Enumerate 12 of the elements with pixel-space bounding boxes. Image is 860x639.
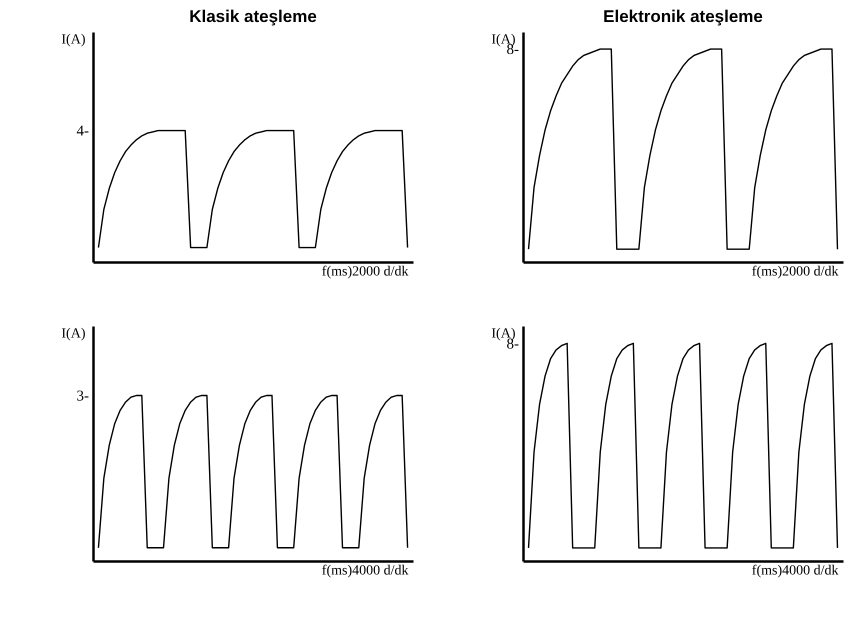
- y-axis-title: I(A): [61, 326, 86, 342]
- y-axis-title: I(A): [61, 32, 86, 48]
- x-axis-title: f(ms)2000 d/dk: [322, 264, 408, 280]
- chart-title: Elektronik ateşleme: [603, 7, 763, 26]
- text: 4-: [76, 124, 89, 140]
- y-axis-title: I(A): [491, 32, 516, 48]
- x-axis-title: f(ms)4000 d/dk: [752, 564, 838, 578]
- y-axis-title: I(A): [491, 326, 516, 342]
- x-axis-title: f(ms)4000 d/dk: [322, 564, 408, 578]
- text: 3-: [76, 388, 89, 405]
- chart-title: Klasik ateşleme: [189, 7, 317, 26]
- x-axis-title: f(ms)2000 d/dk: [752, 264, 838, 280]
